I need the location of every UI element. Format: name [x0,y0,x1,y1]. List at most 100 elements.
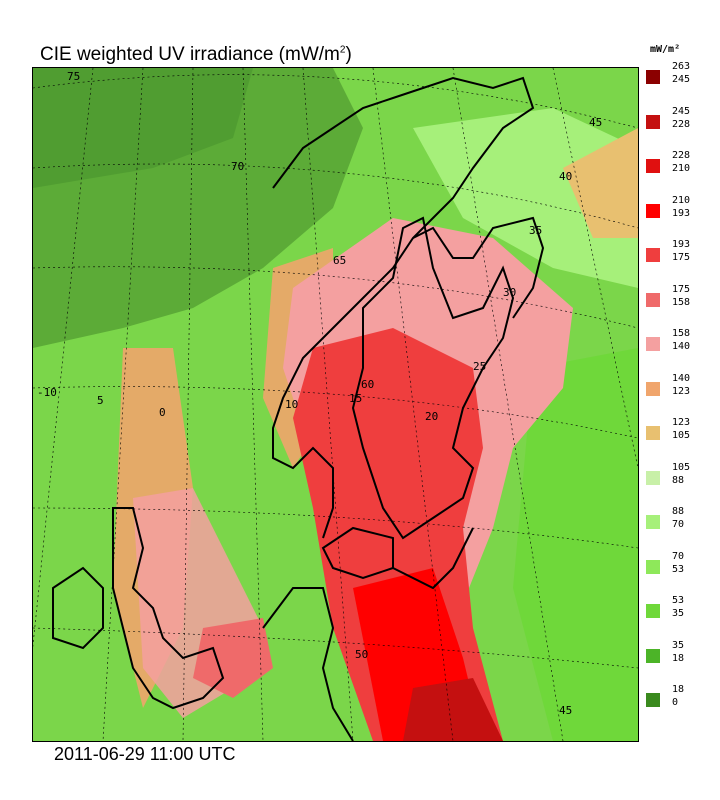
lat-label: 40 [559,170,572,183]
legend-upper-value: 140 [672,372,691,384]
continent-coast [262,587,354,741]
lon-label: 15 [349,392,362,405]
legend-item: 210 193 [646,194,716,228]
legend-item: 263 245 [646,60,716,94]
lon-line [552,68,638,469]
legend-lower-value: 18 [672,652,685,664]
great-britain-coast [112,507,225,710]
legend-item: 105 88 [646,461,716,495]
lon-line [182,68,194,741]
legend-swatch [646,337,660,351]
legend-item: 140 123 [646,372,716,406]
legend-upper-value: 175 [672,283,691,295]
legend-swatch [646,648,660,663]
legend-upper-value: 70 [672,550,685,562]
legend-upper-value: 263 [672,61,691,72]
legend-swatch [646,426,660,440]
legend-upper-value: 105 [672,461,691,473]
legend-lower-value: 35 [672,608,685,619]
legend-upper-value: 245 [672,105,691,117]
baltic-coast [392,527,474,590]
lon-label: 5 [97,394,104,407]
lat-label: 75 [67,70,80,83]
lat-line [33,74,638,129]
lon-label: 20 [425,410,438,423]
lat-label: 65 [333,254,346,267]
legend-upper-value: 35 [672,639,685,651]
title-superscript: 2 [339,44,346,56]
legend-upper-value: 210 [672,194,691,206]
legend-item: 175 158 [646,283,716,317]
legend-lower-value: 0 [672,697,679,708]
legend-item: 228 210 [646,149,716,183]
legend-lower-value: 88 [672,474,685,486]
legend-lower-value: 210 [672,163,691,174]
uv-irradiance-map: 75 70 65 60 50 45 45 40 35 30 25 -10 5 0… [33,68,638,741]
legend-lower-value: 245 [672,74,691,85]
legend-swatch [646,70,660,84]
sweden-finland-coast [351,216,515,540]
legend-item: 193 175 [646,238,716,272]
lat-line [33,386,638,439]
legend-item: 88 70 [646,505,716,539]
legend-upper-value: 123 [672,417,691,428]
legend-lower-value: 70 [672,519,685,530]
lon-label: -10 [37,386,57,399]
color-legend: mW/m² 263 245 245 228 228 210 210 193 193 175 175 1… [642,40,716,745]
legend-swatch [646,114,660,129]
legend-swatch [646,159,660,173]
legend-lower-value: 105 [672,430,691,441]
lat-label: 50 [355,648,368,661]
legend-swatch [646,604,660,618]
legend-swatch [646,248,660,262]
legend-unit: mW/m² [650,44,681,55]
legend-item: 70 53 [646,550,716,584]
lat-label: 25 [473,360,486,373]
legend-swatch [646,559,660,574]
legend-swatch [646,292,660,307]
map-title: CIE weighted UV irradiance (mW/m2) [40,44,352,66]
legend-swatch [646,470,660,485]
lon-label: 0 [159,406,166,419]
lowest-uv-region [33,68,253,188]
legend-swatch [646,693,660,707]
lat-label: 45 [589,116,602,129]
title-close: ) [345,44,352,65]
legend-upper-value: 53 [672,595,685,606]
legend-swatch [646,515,660,529]
norway-coast [272,76,535,539]
lon-line [242,68,264,741]
lon-label: 10 [285,398,298,411]
lat-label: 35 [529,224,542,237]
legend-lower-value: 175 [672,252,691,263]
legend-lower-value: 158 [672,296,691,308]
legend-lower-value: 53 [672,563,685,575]
lat-label: 70 [231,160,244,173]
legend-item: 123 105 [646,416,716,450]
lat-label: 45 [559,704,572,717]
lat-label: 60 [361,378,374,391]
title-text: CIE weighted UV irradiance (mW/m [40,44,340,65]
green-region-east [513,348,638,741]
orange-region-ne [563,128,638,238]
legend-swatch [646,381,660,396]
legend-upper-value: 193 [672,239,691,250]
legend-item: 158 140 [646,327,716,361]
legend-upper-value: 88 [672,506,685,517]
highest-uv-core [403,678,503,741]
valid-time: 2011-06-29 11:00 UTC [54,744,236,764]
legend-lower-value: 140 [672,341,691,352]
red-patch-uk [193,618,273,698]
legend-upper-value: 18 [672,684,685,695]
coastlines [52,76,545,741]
legend-item: 53 35 [646,594,716,628]
map-panel: 75 70 65 60 50 45 45 40 35 30 25 -10 5 0… [32,67,639,742]
finland-coast [412,216,545,319]
lat-line [33,266,638,329]
legend-lower-value: 193 [672,207,691,219]
legend-item: 35 18 [646,639,716,673]
legend-swatch [646,203,660,218]
legend-lower-value: 123 [672,385,691,397]
lat-label: 30 [503,286,516,299]
legend-upper-value: 228 [672,150,691,161]
